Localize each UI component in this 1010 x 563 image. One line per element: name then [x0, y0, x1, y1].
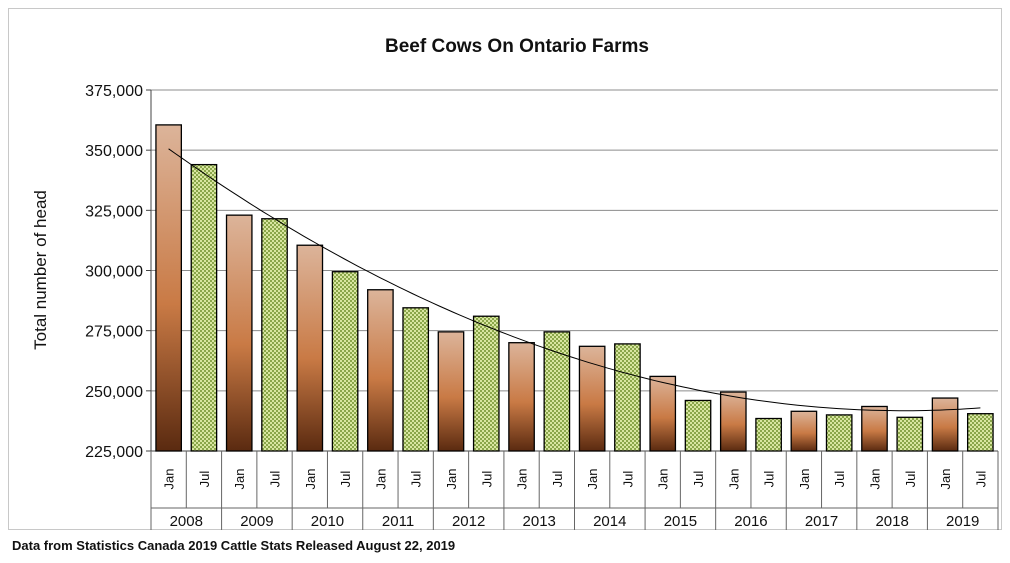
bar-jul — [190, 163, 218, 452]
y-axis-title: Total number of head — [31, 190, 50, 350]
bar-jan — [296, 244, 324, 452]
x-tick-label-year: 2017 — [805, 513, 838, 530]
x-tick-label-month: Jan — [232, 469, 247, 490]
y-tick-label: 250,000 — [85, 384, 143, 401]
bar-jul — [472, 315, 500, 452]
bar-jul — [402, 307, 430, 452]
x-tick-label-year: 2016 — [734, 513, 767, 530]
chart-frame — [8, 8, 1002, 530]
bar-jan — [931, 397, 959, 452]
x-tick-label-month: Jan — [373, 469, 388, 490]
bar-jan — [649, 375, 677, 452]
bar-jan — [578, 345, 606, 452]
y-tick-label: 225,000 — [85, 444, 143, 461]
bar-jan — [225, 214, 253, 452]
x-tick-label-year: 2010 — [311, 513, 344, 530]
x-tick-label-month: Jul — [973, 471, 988, 488]
x-tick-label-year: 2009 — [240, 513, 273, 530]
chart-title: Beef Cows On Ontario Farms — [385, 36, 649, 57]
bar-jul — [684, 399, 712, 452]
x-tick-label-year: 2014 — [593, 513, 626, 530]
x-tick-label-month: Jul — [691, 471, 706, 488]
x-tick-label-month: Jul — [268, 471, 283, 488]
x-tick-label-year: 2015 — [664, 513, 697, 530]
bar-jan — [790, 410, 818, 452]
x-tick-label-month: Jul — [620, 471, 635, 488]
bar-jul — [825, 414, 853, 452]
x-tick-label-month: Jul — [479, 471, 494, 488]
x-tick-label-month: Jan — [867, 469, 882, 490]
bar-jul — [755, 417, 782, 452]
x-tick-label-month: Jan — [444, 469, 459, 490]
trendline — [168, 148, 981, 412]
bars — [155, 124, 994, 452]
x-tick-label-month: Jan — [656, 469, 671, 490]
x-tick-label-month: Jan — [515, 469, 530, 490]
bar-jan — [367, 289, 394, 452]
x-tick-label-month: Jan — [797, 469, 812, 490]
x-tick-label-year: 2011 — [382, 513, 414, 530]
x-tick-label-year: 2012 — [452, 513, 485, 530]
x-tick-label-month: Jul — [832, 471, 847, 488]
x-tick-label-month: Jul — [409, 471, 424, 488]
x-tick-label-month: Jan — [585, 469, 600, 490]
y-tick-label: 300,000 — [85, 264, 143, 281]
bar-jul — [896, 416, 924, 452]
y-tick-label: 275,000 — [85, 324, 143, 341]
x-tick-label-month: Jul — [338, 471, 353, 488]
y-tick-label: 350,000 — [85, 143, 143, 160]
y-tick-label: 325,000 — [85, 203, 143, 220]
x-tick-label-month: Jul — [197, 471, 212, 488]
x-tick-label-year: 2008 — [170, 513, 203, 530]
bar-jan — [861, 405, 888, 452]
y-tick-label: 375,000 — [85, 83, 143, 100]
bar-jul — [966, 413, 994, 452]
bar-jan — [508, 342, 535, 452]
x-tick-label-year: 2018 — [875, 513, 908, 530]
bar-jul — [614, 343, 641, 452]
bar-jan — [155, 124, 183, 452]
bar-jul — [331, 271, 359, 452]
bar-jan — [719, 391, 747, 452]
bar-jul — [543, 331, 571, 452]
x-tick-label-year: 2013 — [523, 513, 556, 530]
x-tick-label-month: Jan — [162, 469, 177, 490]
x-tick-label-month: Jan — [303, 469, 318, 490]
source-note: Data from Statistics Canada 2019 Cattle … — [12, 538, 456, 553]
x-tick-label-year: 2019 — [946, 513, 979, 530]
bar-jan — [437, 331, 465, 452]
x-tick-label-month: Jan — [726, 469, 741, 490]
x-tick-label-month: Jul — [550, 471, 565, 488]
x-axis: Jan Jul Jan Jul Jan Jul Jan Jul Jan Jul Jan Jul Jan J… — [150, 451, 999, 530]
x-tick-label-month: Jan — [938, 469, 953, 490]
y-axis-ticks: 225,000 250,000 275,000 300,000 325,000 350,0… — [85, 83, 151, 461]
x-tick-label-month: Jul — [762, 471, 777, 488]
x-tick-label-month: Jul — [903, 471, 918, 488]
bar-jul — [261, 218, 288, 452]
